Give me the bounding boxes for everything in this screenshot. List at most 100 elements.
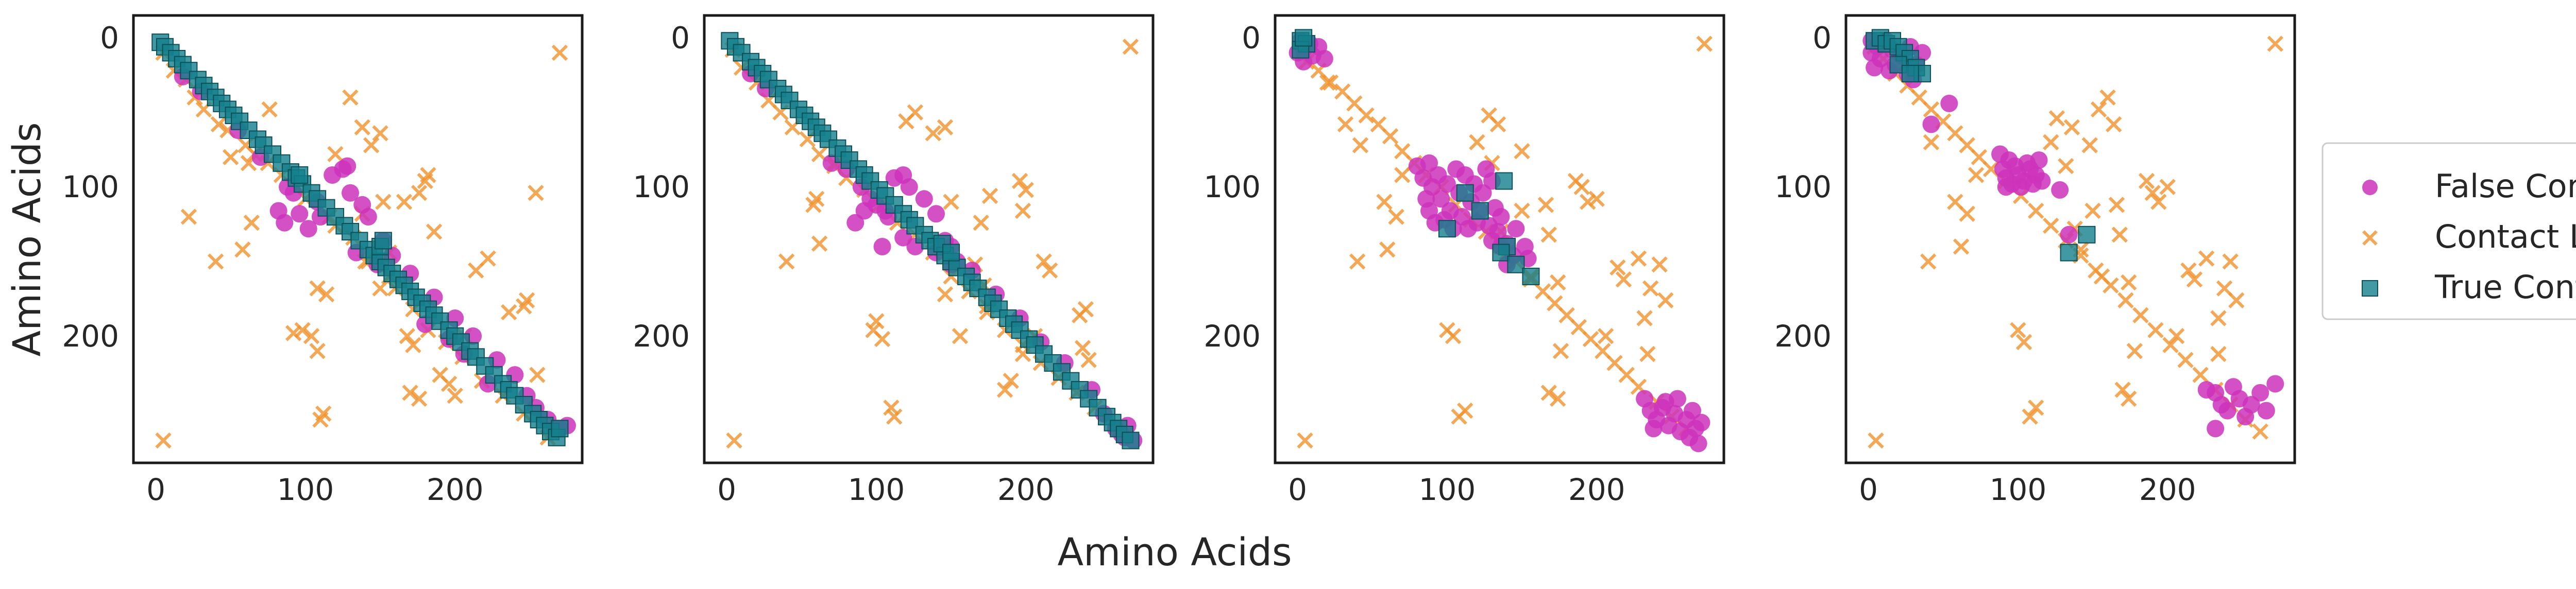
x-tick-label: 0 — [146, 472, 165, 507]
point-true-contact — [1471, 202, 1489, 220]
point-contact-lost — [2126, 343, 2143, 359]
point-true-contact — [1438, 220, 1456, 238]
point-false-contact — [1432, 190, 1450, 208]
point-contact-lost — [1580, 194, 1596, 210]
point-contact-lost — [354, 119, 370, 135]
point-contact-lost — [528, 184, 544, 201]
point-contact-lost — [1514, 202, 1530, 219]
point-contact-lost — [2027, 202, 2044, 219]
point-false-contact — [915, 190, 933, 208]
y-tick-label: 200 — [1204, 319, 1261, 354]
point-true-contact — [309, 190, 327, 208]
axes-frame — [132, 14, 584, 464]
y-tick-label: 100 — [1774, 169, 1832, 204]
point-contact-lost — [1968, 167, 1985, 183]
point-contact-lost — [1642, 280, 1659, 297]
y-tick-label: 100 — [633, 169, 690, 204]
y-axis-title: Amino Acids — [5, 122, 49, 356]
y-tick-label: 0 — [671, 20, 690, 55]
point-contact-lost — [1018, 182, 1034, 198]
legend-symbol-contact-lost — [2362, 230, 2378, 246]
point-false-contact — [2251, 384, 2269, 402]
point-contact-lost — [1947, 125, 1963, 142]
y-tick-label: 200 — [62, 319, 119, 354]
series-true-contact — [1866, 29, 2096, 262]
point-contact-lost — [2099, 89, 2116, 106]
point-contact-lost — [2162, 337, 2179, 353]
point-contact-lost — [327, 146, 344, 163]
point-contact-lost — [1394, 167, 1411, 183]
point-contact-lost — [501, 304, 517, 321]
point-false-contact — [359, 208, 377, 226]
point-contact-lost — [1923, 101, 1940, 118]
point-contact-lost — [210, 116, 227, 133]
point-false-contact — [846, 214, 865, 232]
point-false-contact — [2197, 381, 2215, 399]
point-contact-lost — [1003, 372, 1019, 389]
point-contact-lost — [396, 194, 413, 210]
point-contact-lost — [411, 390, 428, 407]
point-contact-lost — [1011, 172, 1028, 189]
point-true-contact — [551, 420, 569, 438]
point-contact-lost — [2090, 101, 2107, 118]
point-false-contact — [341, 184, 359, 202]
point-contact-lost — [1606, 355, 1623, 371]
point-true-contact — [1522, 267, 1540, 285]
point-contact-lost — [1971, 149, 1988, 165]
point-contact-lost — [2093, 268, 2110, 285]
points-layer — [1862, 29, 2284, 449]
point-contact-lost — [2121, 390, 2137, 407]
point-contact-lost — [2252, 423, 2268, 440]
point-true-contact — [291, 166, 309, 184]
point-contact-lost — [726, 432, 742, 449]
y-tick-label: 200 — [633, 319, 690, 354]
point-contact-lost — [342, 89, 359, 106]
point-false-contact — [291, 205, 309, 223]
point-contact-lost — [2180, 262, 2197, 279]
point-false-contact — [2051, 181, 2069, 199]
point-contact-lost — [943, 194, 959, 210]
point-contact-lost — [1570, 319, 1587, 336]
point-contact-lost — [2159, 179, 2176, 195]
point-contact-lost — [1959, 137, 1975, 153]
axes-frame — [1844, 14, 2296, 464]
x-tick-label: 200 — [2139, 472, 2196, 507]
point-false-contact — [1507, 220, 1525, 238]
point-contact-lost — [180, 209, 197, 225]
point-true-contact — [733, 44, 751, 62]
point-contact-lost — [1573, 179, 1590, 195]
point-contact-lost — [1595, 343, 1611, 359]
point-contact-lost — [1358, 107, 1375, 124]
subplot-3: 0 100 200 0 100 200 — [1204, 14, 1725, 507]
point-contact-lost — [411, 184, 428, 201]
point-contact-lost — [1609, 259, 1626, 276]
point-contact-lost — [1122, 39, 1139, 55]
point-contact-lost — [1550, 274, 1566, 291]
x-tick-label: 100 — [277, 472, 334, 507]
axes-frame — [703, 14, 1155, 464]
point-true-contact — [1495, 172, 1513, 190]
point-contact-lost — [318, 286, 335, 303]
point-true-contact — [1901, 64, 1919, 82]
point-contact-lost — [426, 223, 443, 240]
point-contact-lost — [952, 328, 969, 344]
point-contact-lost — [2105, 116, 2122, 133]
point-contact-lost — [529, 367, 546, 383]
point-contact-lost — [399, 328, 416, 344]
point-contact-lost — [2111, 227, 2128, 243]
series-true-contact — [1292, 29, 1540, 285]
x-axis-title: Amino Acids — [1057, 530, 1292, 575]
legend-symbol-true-contact — [2362, 280, 2378, 297]
point-contact-lost — [1947, 194, 1963, 210]
subplot-2: 0 100 200 0 100 200 — [633, 14, 1155, 507]
point-false-contact — [1492, 208, 1510, 226]
point-false-contact — [2030, 151, 2048, 169]
point-contact-lost — [222, 149, 239, 165]
point-contact-lost — [261, 101, 278, 118]
point-contact-lost — [1489, 116, 1506, 133]
point-contact-lost — [155, 432, 172, 449]
legend-label-false-contact: False Contact — [2435, 167, 2576, 205]
point-contact-lost — [1352, 137, 1369, 153]
point-contact-lost — [2144, 184, 2161, 201]
